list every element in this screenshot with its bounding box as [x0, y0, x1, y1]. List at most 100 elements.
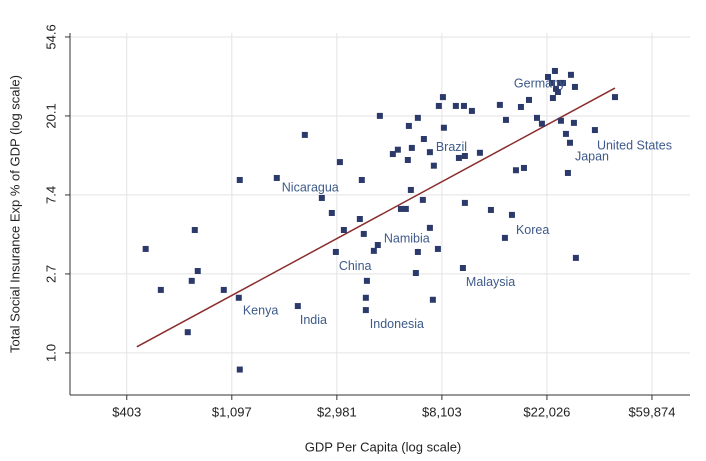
annotation: Korea — [516, 223, 549, 237]
point — [402, 205, 409, 212]
annotation: Namibia — [384, 231, 430, 245]
point — [394, 146, 401, 153]
point — [318, 194, 325, 201]
point — [538, 120, 545, 127]
annotation: Kenya — [243, 303, 278, 317]
point — [426, 149, 433, 156]
point — [501, 234, 508, 241]
point — [459, 265, 466, 272]
point — [468, 107, 475, 114]
point — [420, 136, 427, 143]
point — [405, 122, 412, 129]
y-axis-label: Total Social Insurance Exp % of GDP (log… — [7, 75, 22, 353]
x-tick-label: $22,026 — [523, 404, 570, 419]
point — [440, 124, 447, 131]
point — [340, 227, 347, 234]
point — [374, 242, 381, 249]
point — [356, 215, 363, 222]
point — [548, 79, 555, 86]
point — [429, 296, 436, 303]
point — [430, 162, 437, 169]
point — [363, 277, 370, 284]
x-tick-label: $1,097 — [212, 404, 252, 419]
point — [191, 227, 198, 234]
point — [556, 79, 563, 86]
point — [404, 156, 411, 163]
point — [557, 117, 564, 124]
point — [487, 206, 494, 213]
point — [533, 114, 540, 121]
annotation: India — [300, 313, 327, 327]
point — [397, 205, 404, 212]
point — [496, 101, 503, 108]
point — [360, 230, 367, 237]
point — [520, 164, 527, 171]
x-tick-label: $2,981 — [317, 404, 357, 419]
point — [517, 103, 524, 110]
point — [301, 131, 308, 138]
point — [142, 245, 149, 252]
point — [551, 67, 558, 74]
point — [460, 102, 467, 109]
point — [157, 286, 164, 293]
point — [461, 152, 468, 159]
point — [476, 149, 483, 156]
point — [439, 94, 446, 101]
annotation: Nicaragua — [282, 180, 339, 194]
point — [376, 112, 383, 119]
annotation: Brazil — [436, 140, 467, 154]
point — [461, 199, 468, 206]
point — [414, 114, 421, 121]
point — [570, 119, 577, 126]
annotation: United States — [597, 138, 672, 152]
point — [552, 85, 559, 92]
point — [434, 245, 441, 252]
y-tick-label: 1.0 — [43, 344, 58, 362]
x-tick-label: $59,874 — [628, 404, 675, 419]
x-tick-label: $403 — [112, 404, 141, 419]
point — [362, 294, 369, 301]
point — [414, 248, 421, 255]
point — [567, 71, 574, 78]
annotation: China — [339, 259, 372, 273]
point — [235, 294, 242, 301]
point — [559, 79, 566, 86]
point — [571, 83, 578, 90]
point — [194, 268, 201, 275]
point — [455, 154, 462, 161]
point — [294, 303, 301, 310]
y-tick-label: 20.1 — [43, 103, 58, 128]
point — [236, 176, 243, 183]
point — [184, 329, 191, 336]
point — [502, 116, 509, 123]
point — [435, 102, 442, 109]
annotation: Germany — [514, 76, 566, 90]
x-axis-label: GDP Per Capita (log scale) — [305, 439, 462, 454]
annotation: Indonesia — [370, 317, 424, 331]
point — [452, 102, 459, 109]
point — [512, 167, 519, 174]
annotation: Malaysia — [466, 275, 515, 289]
point — [508, 211, 515, 218]
y-tick-label: 54.6 — [43, 24, 58, 49]
point — [544, 73, 551, 80]
point — [273, 174, 280, 181]
y-tick-label: 7.4 — [43, 186, 58, 204]
point — [408, 144, 415, 151]
point — [328, 209, 335, 216]
point — [554, 88, 561, 95]
point — [358, 176, 365, 183]
point — [572, 254, 579, 261]
point — [426, 224, 433, 231]
point — [407, 186, 414, 193]
point — [591, 127, 598, 134]
point — [549, 95, 556, 102]
point — [332, 248, 339, 255]
point — [562, 130, 569, 137]
point — [419, 196, 426, 203]
point — [564, 169, 571, 176]
point — [362, 307, 369, 314]
point — [236, 366, 243, 373]
point — [566, 139, 573, 146]
